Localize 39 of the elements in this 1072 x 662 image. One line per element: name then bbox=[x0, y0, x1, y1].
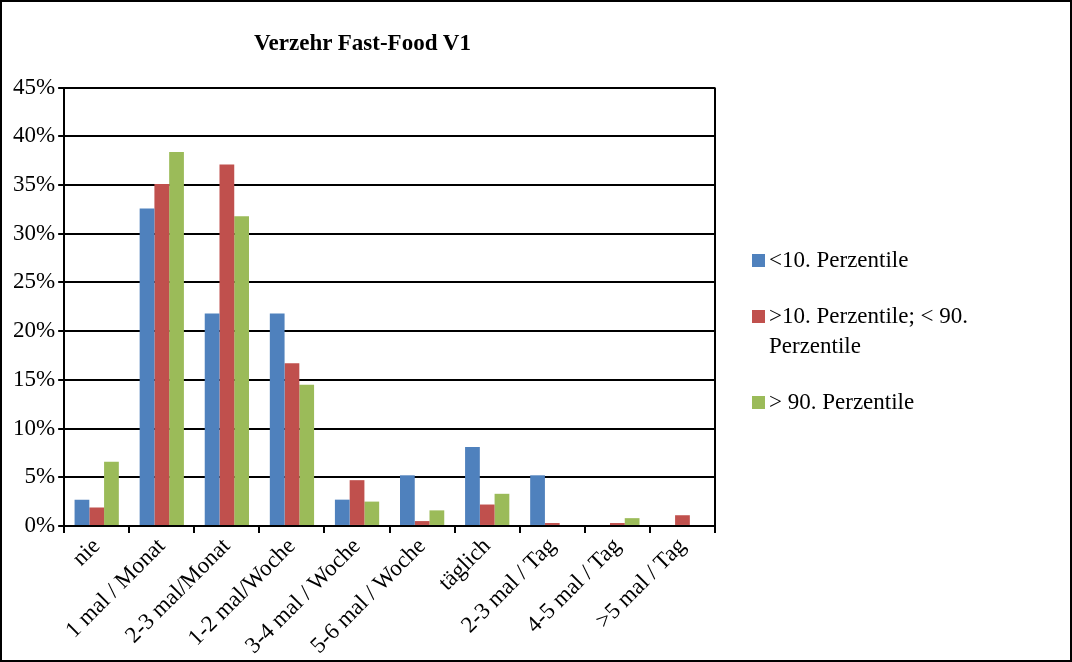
legend-label: >10. Perzentile; < 90. Perzentile bbox=[769, 302, 970, 360]
bar bbox=[494, 493, 510, 525]
y-tick-label: 10% bbox=[12, 414, 56, 440]
bar bbox=[624, 518, 640, 525]
legend-label: <10. Perzentile bbox=[769, 246, 909, 274]
bar bbox=[74, 499, 90, 525]
bar bbox=[219, 164, 235, 525]
bar bbox=[89, 507, 105, 525]
bar bbox=[104, 461, 119, 525]
y-tick-label: 45% bbox=[12, 73, 56, 99]
y-tick-label: 35% bbox=[12, 171, 56, 197]
y-tick-label: 40% bbox=[12, 122, 56, 148]
bar bbox=[675, 515, 690, 525]
bar bbox=[334, 499, 350, 525]
legend-label: > 90. Perzentile bbox=[769, 388, 915, 416]
y-tick-label: 25% bbox=[12, 268, 56, 294]
bar bbox=[234, 216, 249, 525]
bar bbox=[414, 521, 430, 525]
y-tick-label: 5% bbox=[24, 463, 56, 489]
y-tick-label: 30% bbox=[12, 219, 56, 245]
y-tick-label: 15% bbox=[12, 365, 56, 391]
bar bbox=[299, 384, 315, 525]
bar bbox=[204, 313, 220, 525]
bar bbox=[349, 480, 365, 525]
chart-title: Verzehr Fast-Food V1 bbox=[254, 29, 471, 55]
bar bbox=[154, 184, 170, 525]
bar bbox=[269, 313, 285, 525]
bar bbox=[139, 208, 155, 525]
x-tick-label: nie bbox=[66, 532, 105, 571]
bar bbox=[530, 475, 545, 525]
bar bbox=[465, 447, 480, 525]
bar bbox=[399, 475, 415, 525]
bar bbox=[284, 363, 300, 525]
y-tick-label: 20% bbox=[12, 317, 56, 343]
bar bbox=[364, 501, 380, 525]
bar bbox=[429, 510, 445, 525]
bar bbox=[169, 151, 184, 525]
bar bbox=[479, 504, 495, 525]
y-tick-label: 0% bbox=[24, 512, 56, 537]
